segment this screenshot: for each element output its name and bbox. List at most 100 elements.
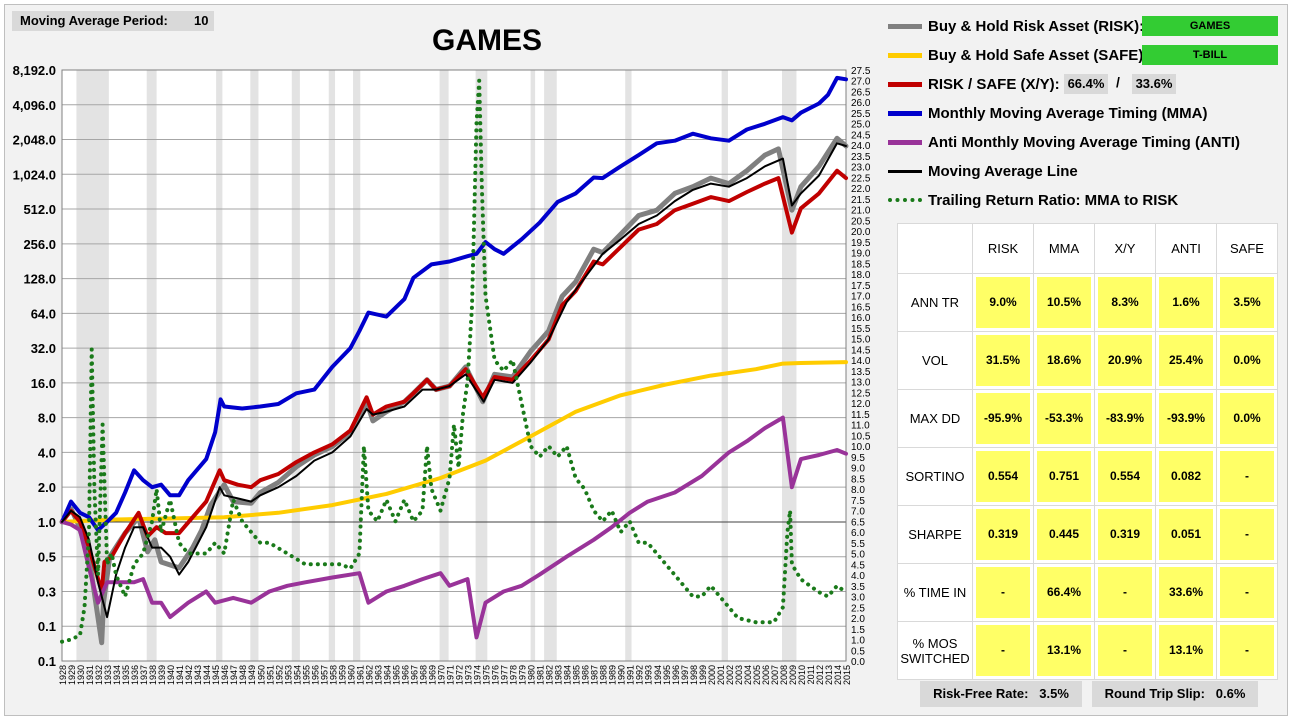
y-right-tick-label: 25.5 <box>851 109 871 120</box>
stats-cell: 13.1% <box>1155 621 1217 680</box>
stats-row-label: SHARPE <box>897 505 973 564</box>
stats-row-time-in: % TIME IN - 66.4% - 33.6% - <box>897 563 1278 622</box>
stats-cell: 0.751 <box>1033 447 1095 506</box>
stats-cell: 0.319 <box>1094 505 1156 564</box>
y-right-tick-label: 4.0 <box>851 571 865 582</box>
legend-risk-swatch <box>888 23 922 29</box>
x-tick-label: 1928 <box>58 665 68 685</box>
stats-header: MMA <box>1033 223 1095 274</box>
moving-average-period-value: 10 <box>194 13 209 28</box>
stats-cell: - <box>1094 621 1156 680</box>
stats-cell: 0.0% <box>1216 331 1278 390</box>
y-right-tick-label: 21.0 <box>851 206 871 217</box>
x-tick-label: 2007 <box>770 665 780 685</box>
y-right-tick-label: 3.0 <box>851 593 865 604</box>
stats-cell: - <box>1216 505 1278 564</box>
recession-band <box>291 70 300 661</box>
stats-cell: 0.051 <box>1155 505 1217 564</box>
recession-band <box>782 70 797 661</box>
x-tick-label: 1985 <box>572 665 582 685</box>
stats-corner <box>897 223 973 274</box>
stats-cell: -83.9% <box>1094 389 1156 448</box>
y-right-tick-label: 24.0 <box>851 141 871 152</box>
y-right-tick-label: 23.5 <box>851 152 871 163</box>
recession-band <box>216 70 223 661</box>
stats-cell: 20.9% <box>1094 331 1156 390</box>
y-right-tick-label: 8.0 <box>851 485 865 496</box>
x-tick-label: 2005 <box>752 665 762 685</box>
x-tick-label: 1943 <box>193 665 203 685</box>
stats-row-mos-switched: % MOS SWITCHED - 13.1% - 13.1% - <box>897 621 1278 680</box>
chart-title: GAMES <box>432 24 542 57</box>
plot-border <box>61 69 847 662</box>
y-right-tick-label: 8.5 <box>851 474 865 485</box>
x-tick-label: 1939 <box>157 665 167 685</box>
y-left-tick-label: 128.0 <box>23 272 56 287</box>
recession-band <box>721 70 728 661</box>
y-right-tick-label: 13.0 <box>851 378 871 389</box>
recession-band <box>625 70 632 661</box>
y-right-tick-label: 27.5 <box>851 66 871 77</box>
y-right-tick-label: 15.0 <box>851 335 871 346</box>
y-right-tick-label: 0.5 <box>851 646 865 657</box>
plot-area <box>62 70 846 661</box>
x-tick-label: 1950 <box>256 665 266 685</box>
recession-band <box>439 70 449 661</box>
legend-trr: Trailing Return Ratio: MMA to RISK <box>888 189 1178 211</box>
y-right-tick-label: 17.0 <box>851 292 871 303</box>
y-right-tick-label: 16.0 <box>851 313 871 324</box>
x-tick-label: 1972 <box>455 665 465 685</box>
y-right-tick-label: 19.5 <box>851 238 871 249</box>
x-tick-label: 1986 <box>581 665 591 685</box>
x-tick-label: 1970 <box>436 665 446 685</box>
x-tick-label: 1952 <box>274 665 284 685</box>
recession-band <box>530 70 536 661</box>
recession-band <box>250 70 259 661</box>
stats-header: ANTI <box>1155 223 1217 274</box>
legend-mma-label: Monthly Moving Average Timing (MMA) <box>928 104 1208 122</box>
y-right-tick-label: 5.0 <box>851 550 865 561</box>
recession-band <box>544 70 557 661</box>
y-left-tick-label: 2.0 <box>38 480 56 495</box>
recession-band <box>353 70 361 661</box>
x-tick-label: 1935 <box>121 665 131 685</box>
legend-anti-label: Anti Monthly Moving Average Timing (ANTI… <box>928 133 1240 151</box>
y-left-tick-label: 8.0 <box>38 411 56 426</box>
x-tick-label: 1992 <box>635 665 645 685</box>
y-left-tick-label: 2,048.0 <box>13 133 56 148</box>
y-left-tick-label: 0.1 <box>38 654 56 669</box>
y-right-tick-label: 14.0 <box>851 356 871 367</box>
x-tick-label: 1945 <box>211 665 221 685</box>
y-right-tick-label: 9.5 <box>851 453 865 464</box>
round-trip-slip-label: Round Trip Slip: <box>1104 686 1205 701</box>
y-right-tick-label: 17.5 <box>851 281 871 292</box>
stats-header: RISK <box>972 223 1034 274</box>
y-right-tick-label: 27.0 <box>851 77 871 88</box>
x-tick-label: 1946 <box>220 665 230 685</box>
x-tick-label: 2012 <box>815 665 825 685</box>
x-tick-label: 2015 <box>842 665 852 685</box>
stats-cell: - <box>972 621 1034 680</box>
risk-free-rate-box: Risk-Free Rate: 3.5% <box>920 681 1082 707</box>
x-tick-label: 2001 <box>716 665 726 685</box>
y-right-tick-label: 21.5 <box>851 195 871 206</box>
y-right-tick-label: 11.5 <box>851 410 870 421</box>
y-left-tick-label: 4.0 <box>38 445 56 460</box>
legend-xy-swatch <box>888 81 922 87</box>
gridlines <box>61 69 847 662</box>
y-right-tick-label: 25.0 <box>851 120 871 131</box>
x-tick-label: 1960 <box>346 665 356 685</box>
moving-average-period-box: Moving Average Period: 10 <box>12 11 214 31</box>
x-tick-label: 1930 <box>76 665 86 685</box>
y-right-tick-label: 22.0 <box>851 184 871 195</box>
y-left-tick-label: 1,024.0 <box>13 167 56 182</box>
x-tick-label: 1997 <box>680 665 690 685</box>
y-right-tick-label: 15.5 <box>851 324 871 335</box>
legend-anti-swatch <box>888 139 922 145</box>
y-left-tick-label: 16.0 <box>31 376 56 391</box>
risk-free-rate-value: 3.5% <box>1039 686 1069 701</box>
stats-cell: 0.082 <box>1155 447 1217 506</box>
stats-cell: -53.3% <box>1033 389 1095 448</box>
pct-slash: / <box>1116 74 1120 90</box>
y-left-tick-label: 256.0 <box>23 237 56 252</box>
